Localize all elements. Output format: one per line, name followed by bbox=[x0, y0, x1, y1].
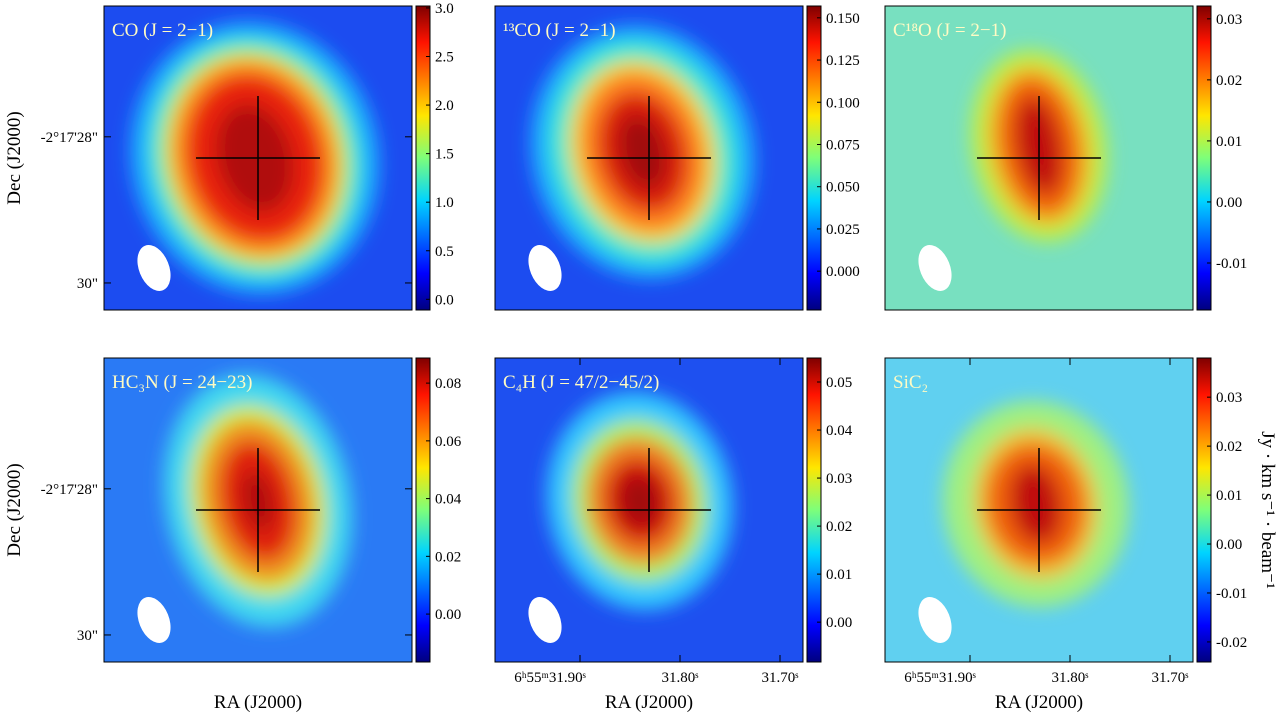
panel-title: CO (J = 2−1) bbox=[112, 20, 213, 41]
colorbar-tick-label: 0.02 bbox=[435, 549, 461, 565]
map bbox=[918, 400, 1129, 643]
emission bbox=[943, 400, 1129, 607]
map bbox=[528, 391, 733, 643]
y-tick-label: -2°17'28" bbox=[41, 482, 98, 498]
colorbar-tick-label: 0.01 bbox=[826, 567, 852, 583]
colorbar-tick-label: 0.03 bbox=[1216, 12, 1242, 28]
colorbar bbox=[1196, 5, 1212, 311]
beam bbox=[528, 597, 562, 643]
colorbar-tick-label: 1.0 bbox=[435, 195, 454, 211]
colorbar-tick-label: 2.0 bbox=[435, 98, 454, 114]
x-tick-label: 31.70ˢ bbox=[762, 670, 799, 686]
colorbar bbox=[806, 5, 822, 311]
map bbox=[137, 374, 353, 643]
y-tick-label: 30" bbox=[77, 628, 98, 644]
frame bbox=[884, 357, 1194, 663]
colorbar-tick-label: 0.00 bbox=[435, 607, 461, 623]
panel-title: HC₃N (J = 24−23) bbox=[112, 372, 252, 393]
beam bbox=[918, 245, 952, 291]
x-tick-label: 31.80ˢ bbox=[662, 670, 699, 686]
colorbar-tick-label: 0.0 bbox=[435, 292, 454, 308]
colorbar-tick-label: 3.0 bbox=[435, 1, 454, 17]
colorbar-tick-label: 0.08 bbox=[435, 376, 461, 392]
colorbar-tick-label: 0.00 bbox=[1216, 537, 1242, 553]
y-axis-label: Dec (J2000) bbox=[4, 463, 25, 556]
colorbar-tick-label: 0.04 bbox=[435, 492, 462, 508]
x-axis-label: RA (J2000) bbox=[214, 692, 302, 713]
map bbox=[528, 25, 755, 291]
beam bbox=[137, 597, 171, 643]
beam bbox=[918, 597, 952, 643]
map bbox=[918, 49, 1108, 291]
colorbar-tick-label: 0.01 bbox=[1216, 488, 1242, 504]
colorbar-tick-label: 0.150 bbox=[826, 11, 860, 27]
colorbar-tick-label: 0.03 bbox=[826, 471, 852, 487]
colorbar-tick-label: -0.01 bbox=[1216, 256, 1247, 272]
colorbar-tick-label: 0.100 bbox=[826, 95, 860, 111]
frame bbox=[103, 5, 413, 311]
y-axis-label: Dec (J2000) bbox=[4, 111, 25, 204]
frame bbox=[103, 357, 413, 663]
colorbar-tick-label: 0.5 bbox=[435, 244, 454, 260]
colorbar-tick-label: 0.02 bbox=[1216, 439, 1242, 455]
x-tick-label: 6ʰ55ᵐ31.90ˢ bbox=[514, 670, 586, 686]
colorbar-tick-label: 1.5 bbox=[435, 147, 454, 163]
colorbar-tick-label: 0.02 bbox=[826, 519, 852, 535]
panel-title: C¹⁸O (J = 2−1) bbox=[893, 20, 1006, 41]
colorbar-tick-label: 0.00 bbox=[1216, 195, 1242, 211]
x-axis-label: RA (J2000) bbox=[605, 692, 693, 713]
colorbar-tick-label: -0.02 bbox=[1216, 635, 1247, 651]
colorbar-tick-label: 0.000 bbox=[826, 264, 860, 280]
colorbar-tick-label: 0.025 bbox=[826, 222, 860, 238]
colorbar-label: Jy · km s⁻¹ · beam⁻¹ bbox=[1257, 431, 1278, 589]
colorbar-tick-label: 0.03 bbox=[1216, 390, 1242, 406]
colorbar-tick-label: 0.04 bbox=[826, 423, 853, 439]
panel-title: C₄H (J = 47/2−45/2) bbox=[503, 372, 659, 393]
panel-title: ¹³CO (J = 2−1) bbox=[503, 20, 616, 41]
x-tick-label: 31.70ˢ bbox=[1152, 670, 1189, 686]
y-tick-label: 30" bbox=[77, 276, 98, 292]
x-axis-label: RA (J2000) bbox=[995, 692, 1083, 713]
map bbox=[130, 22, 380, 294]
colorbar bbox=[415, 5, 431, 311]
colorbar-tick-label: 0.125 bbox=[826, 53, 860, 69]
frame bbox=[494, 5, 804, 311]
colorbar-tick-label: 0.075 bbox=[826, 137, 860, 153]
colorbar-tick-label: 0.05 bbox=[826, 375, 852, 391]
frame bbox=[494, 357, 804, 663]
colorbar bbox=[806, 357, 822, 663]
colorbar-tick-label: 0.050 bbox=[826, 180, 860, 196]
colorbar-tick-label: 2.5 bbox=[435, 50, 454, 66]
y-tick-label: -2°17'28" bbox=[41, 130, 98, 146]
emission bbox=[546, 391, 733, 610]
colorbar-tick-label: 0.01 bbox=[1216, 134, 1242, 150]
panel-title: SiC₂ bbox=[893, 372, 928, 393]
colorbar bbox=[1196, 357, 1212, 663]
emission-level bbox=[619, 116, 666, 188]
colorbar bbox=[415, 357, 431, 663]
emission bbox=[530, 25, 755, 279]
colorbar-tick-label: 0.02 bbox=[1216, 73, 1242, 89]
x-tick-label: 6ʰ55ᵐ31.90ˢ bbox=[904, 670, 976, 686]
colorbar-tick-label: -0.01 bbox=[1216, 586, 1247, 602]
beam bbox=[137, 245, 171, 291]
x-tick-label: 31.80ˢ bbox=[1052, 670, 1089, 686]
colorbar-tick-label: 0.06 bbox=[435, 434, 462, 450]
emission-level bbox=[1010, 464, 1062, 544]
colorbar-tick-label: 0.00 bbox=[826, 615, 852, 631]
beam bbox=[528, 245, 562, 291]
frame bbox=[884, 5, 1194, 311]
